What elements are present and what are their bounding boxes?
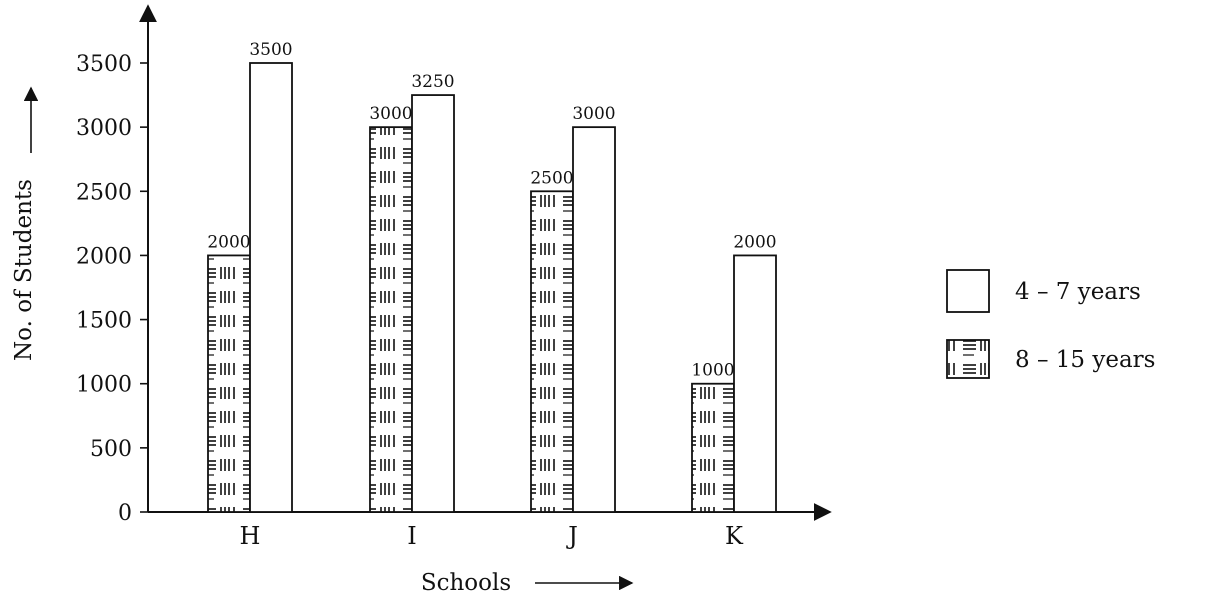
bar-8-15-years	[691, 382, 735, 513]
data-label: 2000	[733, 232, 776, 252]
bar-4-7-years	[572, 126, 616, 513]
x-category-labels: H I J K	[240, 522, 745, 550]
y-axis-title: No. of Students	[11, 179, 37, 361]
x-category-label: H	[240, 522, 261, 550]
y-tick-label: 2000	[76, 244, 132, 269]
legend-swatch-plain	[946, 269, 990, 313]
data-label: 2500	[530, 168, 573, 188]
y-tick-label: 1000	[76, 373, 132, 398]
legend-label-hatched: 8 – 15 years	[1015, 347, 1155, 373]
bar-8-15-years	[369, 126, 413, 513]
data-label: 2000	[207, 232, 250, 252]
y-tick-label: 2500	[76, 180, 132, 205]
bar-8-15-years	[530, 190, 574, 513]
data-labels: 2000 3500 3000 3250 2500 3000 1000 2000	[207, 40, 776, 381]
bar-4-7-years	[733, 254, 777, 513]
data-label: 3250	[411, 72, 454, 92]
x-axis-title-group: Schools	[421, 570, 634, 596]
data-label: 3500	[249, 40, 292, 60]
legend: 4 – 7 years 8 – 15 years	[946, 269, 1155, 379]
x-category-label: J	[565, 522, 578, 550]
y-axis-title-group: No. of Students	[11, 86, 39, 361]
x-category-label: I	[407, 522, 416, 550]
data-label: 1000	[691, 361, 734, 381]
y-tick-label: 3000	[76, 116, 132, 141]
bar-8-15-years	[207, 254, 251, 513]
legend-swatch-hatched	[946, 339, 990, 379]
y-tick-label: 500	[90, 437, 132, 462]
bar-4-7-years	[411, 94, 455, 513]
x-category-label: K	[725, 522, 744, 550]
bars	[207, 62, 777, 513]
y-tick-label: 0	[118, 501, 132, 526]
legend-item-hatched: 8 – 15 years	[946, 339, 1155, 379]
bar-4-7-years	[249, 62, 293, 513]
legend-label-plain: 4 – 7 years	[1015, 279, 1141, 305]
data-label: 3000	[369, 104, 412, 124]
legend-item-plain: 4 – 7 years	[946, 269, 1141, 313]
x-axis-title: Schools	[421, 570, 511, 596]
y-tick-label: 3500	[76, 52, 132, 77]
data-label: 3000	[572, 104, 615, 124]
y-ticks: 0 500 1000 1500 2000 2500 3000 3500	[76, 52, 148, 526]
y-tick-label: 1500	[76, 309, 132, 334]
